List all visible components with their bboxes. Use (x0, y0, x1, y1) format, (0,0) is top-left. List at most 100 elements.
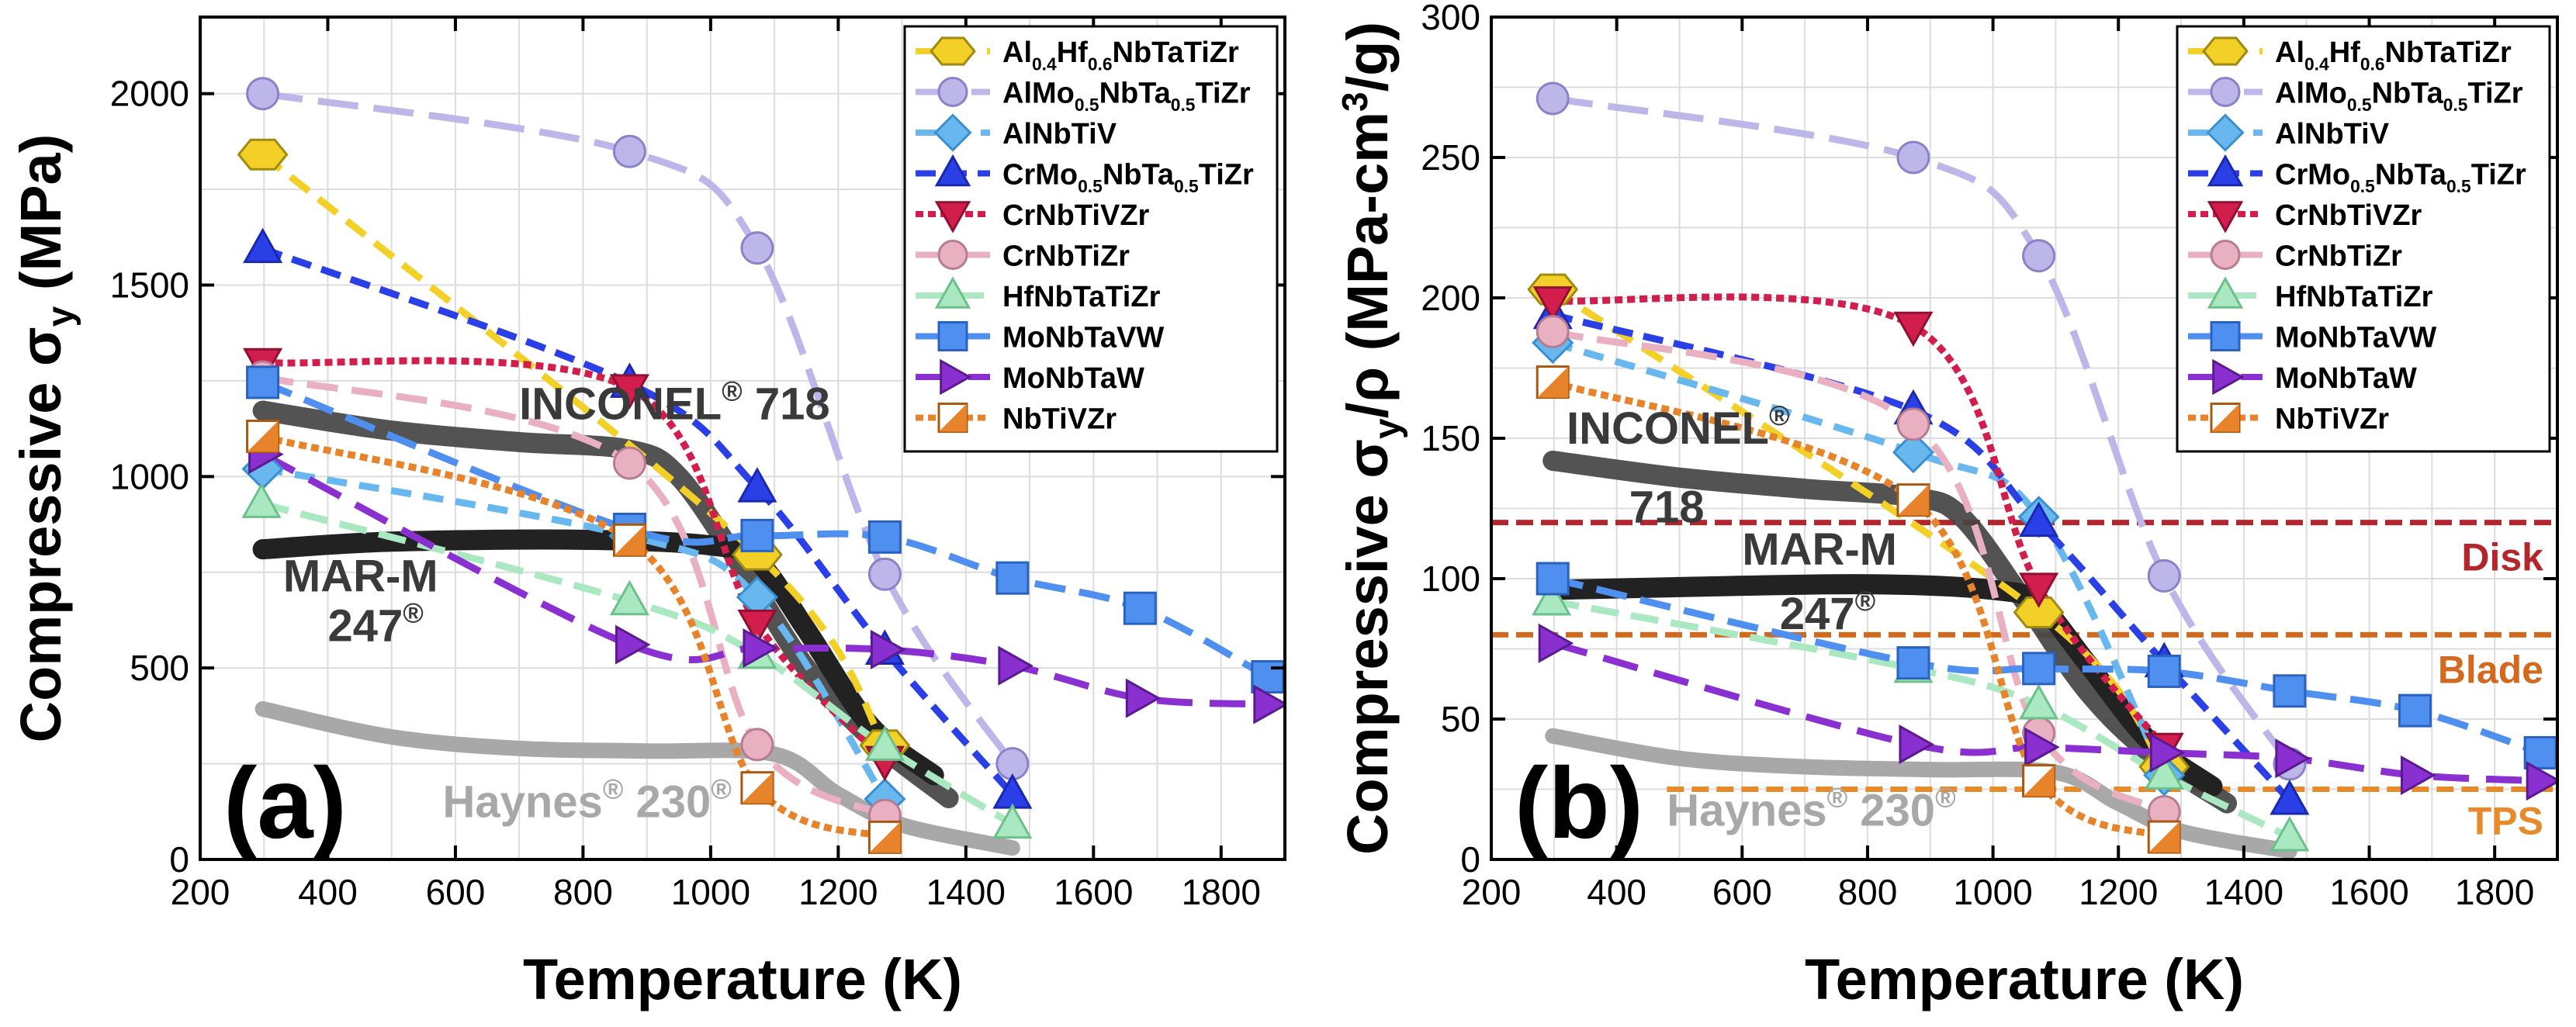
panel-b-legend-label-monbtavw: MoNbTaVW (2275, 322, 2436, 354)
panel-b-annotation-4-sup2: ® (1935, 782, 1956, 814)
panel-a-legend-item-almo0-5nbta0-5tizr: AlMo0.5NbTa0.5TiZr (916, 77, 1251, 115)
panel-b-legend-label-hfnbtatizr-base: HfNbTaTiZr (2275, 281, 2433, 313)
panel-a-legend-marker-crnbtivzr (934, 201, 971, 233)
panel-a-axes-frame (199, 16, 1286, 861)
panel-b-legend-item-hfnbtatizr: HfNbTaTiZr (2188, 276, 2433, 313)
panel-b-legend-label-crmo0-5nbta0-5tizr: CrMo0.5NbTa0.5TiZr (2275, 159, 2526, 197)
panel-a-annotation-1: MAR-M (283, 551, 438, 601)
panel-b-legend-item-alnbtiv: AlNbTiV (2188, 113, 2390, 152)
panel-a-annotation-3-sup2: ® (711, 773, 732, 805)
panel-b-annotation-2: MAR-M (1742, 524, 1897, 575)
panel-a-legend-marker-alnbtiv (933, 113, 972, 152)
panel-a-marker-nbtivzr (740, 771, 774, 805)
panel-b-line-alnbtiv (1551, 339, 2168, 777)
panel-b-annotation-0: INCONEL® (1567, 399, 1790, 454)
panel-b-annotation-1-main: 718 (1629, 482, 1705, 533)
panel-a-legend-item-nbtivzr: NbTiVZr (916, 403, 1117, 436)
panel-b-legend-label-almo0-5nbta0-5tizr-part-3: TiZr (2467, 78, 2522, 110)
panel-a-legend-label-monbtaw: MoNbTaW (1002, 362, 1144, 395)
panel-b-legend-label-monbtaw: MoNbTaW (2275, 362, 2417, 395)
panel-b-marker-monbtavw (2147, 654, 2181, 688)
panel-b-legend-label-monbtaw-base: MoNbTaW (2275, 362, 2417, 395)
panel-a-annotation-0-main: INCONEL (519, 379, 722, 429)
panel-a-xtick-label: 400 (298, 872, 358, 912)
panel-b-ylabel-sub: y (1367, 418, 1408, 439)
panel-b-legend-label-almo0-5nbta0-5tizr-part-2: 0.5 (2443, 95, 2468, 115)
panel-a-ytick-label: 1500 (110, 265, 189, 306)
panel-b-legend: Al0.4Hf0.6NbTaTiZrAlMo0.5NbTa0.5TiZrAlNb… (2176, 25, 2551, 453)
panel-a-annotation-3: Haynes® 230® (442, 773, 731, 828)
panel-b-annotation-1: 718 (1629, 482, 1705, 533)
panel-b-annotation-0-main: INCONEL (1567, 403, 1769, 454)
panel-a-legend-label-al0-4hf0-6nbtatizr-part-2: 0.6 (1088, 54, 1113, 74)
panel-a-legend-marker-crnbtizr (937, 240, 968, 270)
panel-a-marker-nbtivzr (612, 523, 646, 557)
panel-b-legend-label-crnbtivzr: CrNbTiVZr (2275, 199, 2422, 232)
panel-b-xtick-label: 200 (1462, 872, 1522, 912)
panel-b-ytick-label: 300 (1421, 0, 1480, 37)
panel-b-marker-hfnbtatizr (1532, 579, 1572, 616)
panel-a-ylabel: Compressive σy (MPa) (9, 134, 81, 743)
panel-b-ytick-label: 250 (1421, 137, 1480, 178)
panel-a-marker-monbtavw (867, 520, 902, 554)
panel-b-marker-nbtivzr-fill (1897, 484, 1929, 516)
panel-a-legend-label-almo0-5nbta0-5tizr-base: AlMo (1002, 78, 1075, 110)
panel-b-annotation-0-sup: ® (1769, 399, 1790, 431)
panel-a-legend-label-al0-4hf0-6nbtatizr: Al0.4Hf0.6NbTaTiZr (1002, 36, 1239, 74)
panel-b-marker-monbtavw (2022, 652, 2056, 686)
panel-a-annotation-0-tail: 718 (743, 379, 830, 429)
panel-b-marker-crnbtizr (1536, 314, 1570, 348)
panel-a-legend-item-hfnbtatizr: HfNbTaTiZr (916, 276, 1161, 313)
panel-b-marker-crnbtivzr (2019, 572, 2059, 608)
panel-a-legend-item-monbtavw: MoNbTaVW (916, 321, 1164, 354)
panel-b-legend-label-crmo0-5nbta0-5tizr-part-2: 0.5 (2446, 176, 2471, 196)
panel-b-ytick-label: 100 (1421, 558, 1480, 599)
panel-b-legend-label-al0-4hf0-6nbtatizr-part-2: 0.6 (2360, 54, 2385, 74)
panel-a-annotation-0-sup: ® (722, 375, 743, 406)
panel-b-marker-monbtavw (1896, 646, 1930, 680)
panel-b-marker-almo0-5nbta0-5tizr (2147, 558, 2181, 593)
panel-b-annotation-3-main: 247 (1780, 589, 1855, 639)
panel-b-xtick-label: 1200 (2079, 872, 2158, 912)
panel-b-legend-item-monbtaw: MoNbTaW (2188, 358, 2417, 396)
panel-a-legend-item-crnbtizr: CrNbTiZr (916, 240, 1130, 273)
panel-a-legend-label-crnbtizr-base: CrNbTiZr (1002, 240, 1130, 273)
panel-b-marker-hfnbtatizr (2270, 815, 2310, 852)
panel-a-line-almo0-5nbta0-5tizr (261, 90, 1016, 766)
panel-b-marker-crnbtizr (1896, 407, 1930, 441)
panel-b-legend-marker-alnbtiv (2206, 113, 2245, 152)
panel-a-legend-label-crnbtizr: CrNbTiZr (1002, 240, 1130, 273)
panel-a-legend-marker-nbtivzr (937, 403, 968, 433)
panel-b-marker-almo0-5nbta0-5tizr (1896, 140, 1930, 175)
panel-b-marker-crnbtivzr (1532, 286, 1573, 322)
panel-a-xlabel: Temperature (K) (523, 947, 962, 1011)
panel-a-xtick-label: 200 (171, 872, 230, 912)
panel-a-marker-nbtivzr-fill (869, 821, 901, 853)
panel-a-panel-label: (a) (223, 746, 347, 859)
panel-b-marker-monbtaw (2149, 732, 2186, 773)
panel-b-annotation-4-tail: 230 (1847, 786, 1935, 836)
panel-a-legend-label-alnbtiv-base: AlNbTiV (1002, 118, 1117, 150)
panel-b-xtick-label: 1000 (1953, 872, 2032, 912)
panel-a-legend-marker-crmo0-5nbta0-5tizr (934, 154, 971, 187)
panel-b-marker-monbtaw (2401, 755, 2436, 795)
panel-a-xtick-label: 800 (553, 872, 613, 912)
panel-b-legend-label-crnbtivzr-base: CrNbTiVZr (2275, 199, 2422, 232)
panel-a-legend-label-al0-4hf0-6nbtatizr-part-1: Hf (1057, 36, 1088, 69)
panel-b-annotation-3-sup: ® (1855, 585, 1876, 617)
panel-a-line-crmo0-5nbta0-5tizr (261, 245, 1016, 797)
panel-a-legend-label-almo0-5nbta0-5tizr-part-2: 0.5 (1171, 95, 1196, 115)
panel-a-legend-label-almo0-5nbta0-5tizr-part-1: NbTa (1099, 78, 1172, 110)
panel-b-xlabel: Temperature (K) (1805, 947, 2244, 1011)
panel-a-annotation-3-sup: ® (603, 773, 624, 805)
panel-b-legend-item-crnbtivzr: CrNbTiVZr (2188, 199, 2422, 233)
panel-b-marker-almo0-5nbta0-5tizr (1536, 81, 1570, 116)
panel-b-legend-label-almo0-5nbta0-5tizr: AlMo0.5NbTa0.5TiZr (2275, 78, 2523, 116)
panel-b-legend-label-almo0-5nbta0-5tizr-part-1: NbTa (2372, 78, 2444, 110)
panel-b-marker-nbtivzr (2022, 764, 2056, 798)
panel-a-marker-monbtaw (1253, 684, 1285, 724)
panel-b-legend-marker-crnbtizr (2210, 240, 2241, 270)
panel-b-xtick-label: 800 (1838, 872, 1898, 912)
panel-a-legend-label-nbtivzr: NbTiVZr (1002, 403, 1117, 436)
